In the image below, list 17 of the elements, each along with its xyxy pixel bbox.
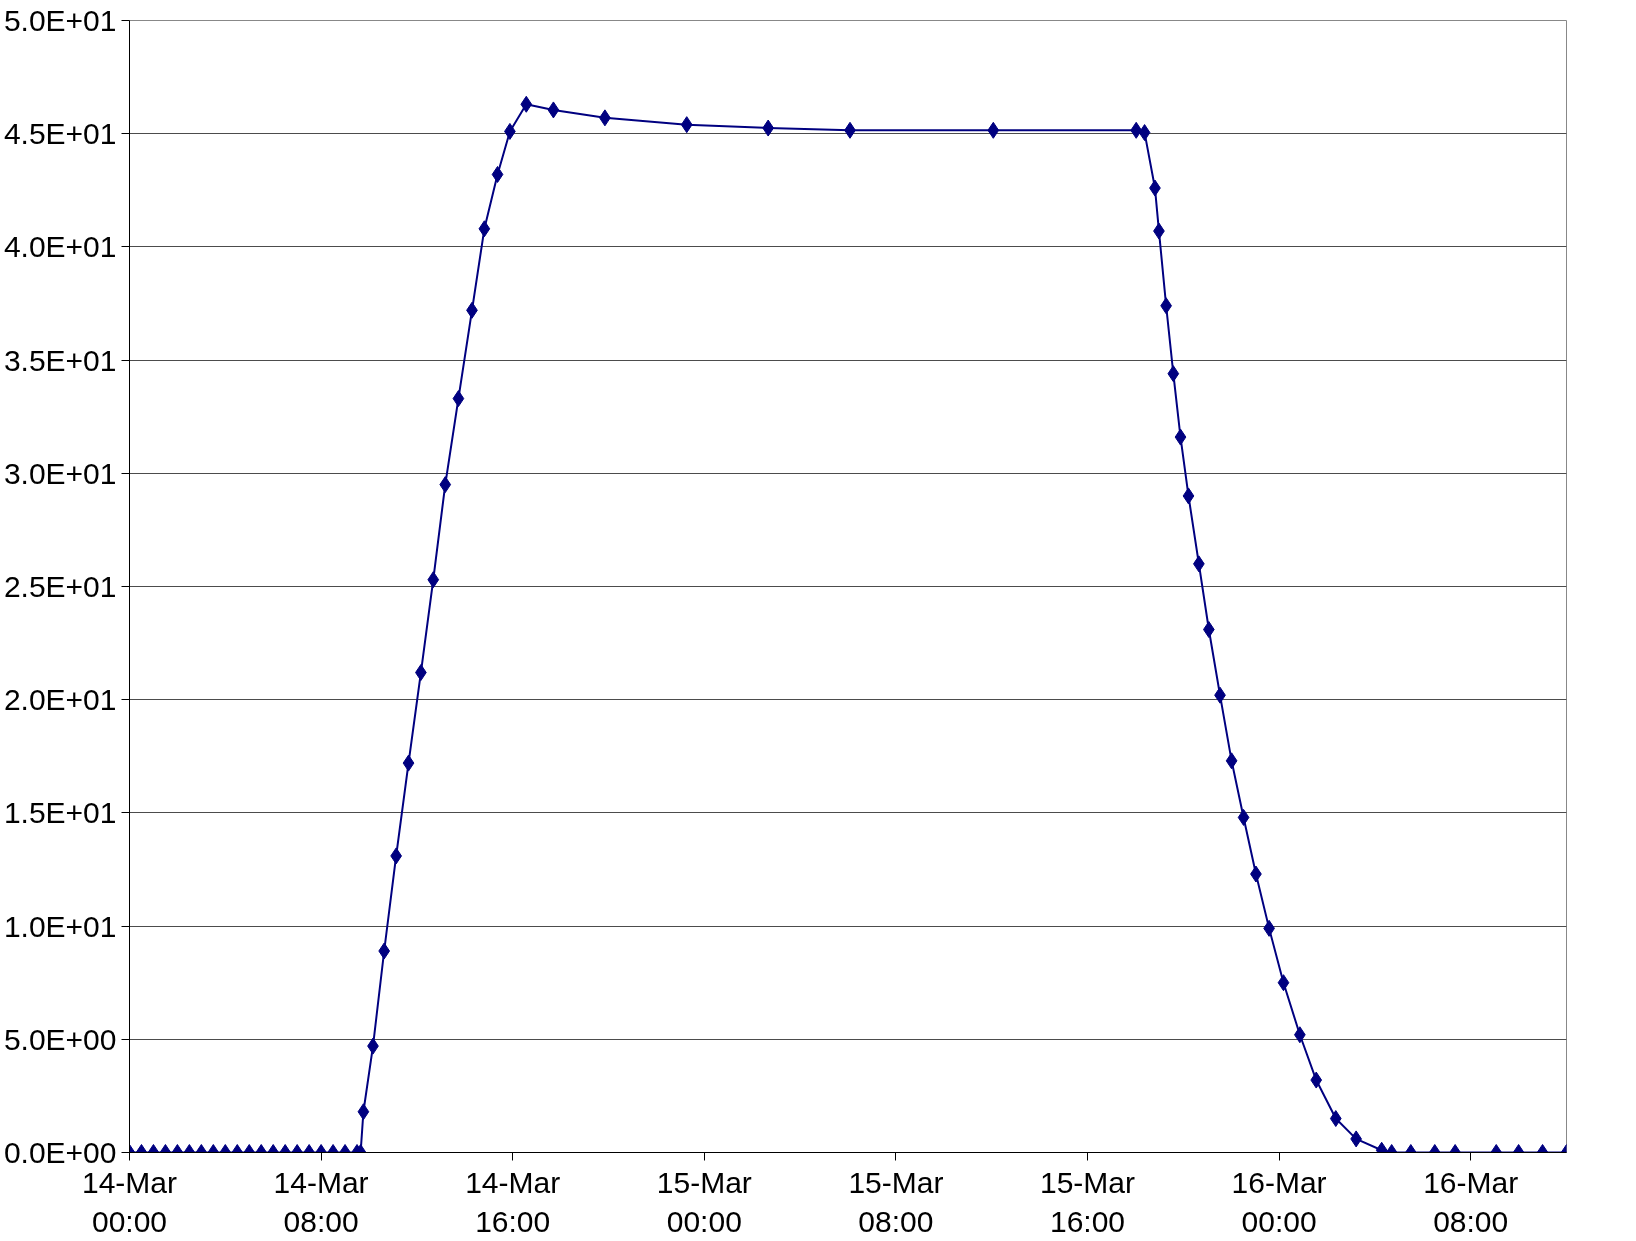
y-tick-label: 3.0E+01: [3, 456, 117, 490]
y-tick-label: 5.0E+00: [3, 1022, 117, 1056]
y-tick-label: 4.0E+01: [3, 230, 117, 264]
x-tick-label: 16-Mar 00:00: [1231, 1165, 1327, 1239]
y-tick-label: 2.5E+01: [3, 570, 117, 603]
x-tick-label: 16-Mar 08:00: [1423, 1165, 1519, 1239]
x-tick-label: 14-Mar 08:00: [273, 1165, 369, 1239]
x-tick-label: 15-Mar 00:00: [656, 1165, 752, 1239]
y-tick-label: 3.5E+01: [3, 343, 117, 377]
x-tick-label: 15-Mar 08:00: [848, 1165, 944, 1239]
y-tick-label: 5.0E+01: [3, 4, 117, 37]
x-tick-label: 15-Mar 16:00: [1039, 1165, 1136, 1239]
y-tick-label: 2.0E+01: [3, 683, 117, 717]
y-tick-label: 1.5E+01: [3, 796, 117, 830]
x-tick-label: 14-Mar 16:00: [465, 1165, 561, 1239]
y-tick-label: 4.5E+01: [3, 117, 117, 151]
y-tick-label: 1.0E+01: [3, 909, 117, 943]
